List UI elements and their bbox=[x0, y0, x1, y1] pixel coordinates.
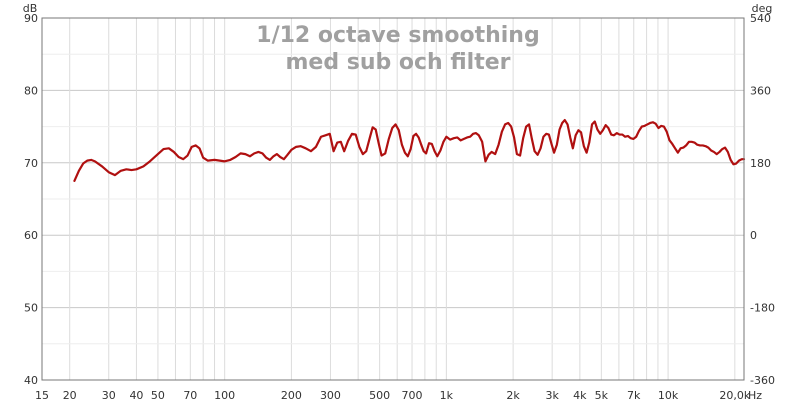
x-tick-label: 500 bbox=[369, 389, 390, 402]
y2-tick-label: -180 bbox=[750, 302, 775, 315]
x-tick-label: 700 bbox=[402, 389, 423, 402]
y-tick-label: 70 bbox=[24, 157, 38, 170]
chart-subtitle: med sub och filter bbox=[285, 50, 510, 75]
chart-title: 1/12 octave smoothing bbox=[256, 23, 539, 48]
x-tick-label: 2k bbox=[506, 389, 520, 402]
x-tick-label: 100 bbox=[214, 389, 235, 402]
x-tick-label: 1k bbox=[440, 389, 454, 402]
x-tick-label: 40 bbox=[129, 389, 143, 402]
x-tick-label: 70 bbox=[183, 389, 197, 402]
x-axis-unit: Hz bbox=[748, 389, 762, 402]
y-tick-label: 40 bbox=[24, 374, 38, 387]
x-tick-label: 20,0k bbox=[719, 389, 750, 402]
series-line-0 bbox=[73, 118, 746, 182]
x-tick-label: 20 bbox=[63, 389, 77, 402]
x-tick-labels: 15 20 30 40 50 70 100 200 300 500 700 1k 2k 3k 4k 5k 7k 1… bbox=[35, 389, 751, 402]
x-tick-label: 15 bbox=[35, 389, 49, 402]
x-tick-label: 10k bbox=[658, 389, 679, 402]
plot-area-border bbox=[41, 17, 745, 381]
x-tick-label: 7k bbox=[627, 389, 641, 402]
x-tick-label: 50 bbox=[151, 389, 165, 402]
y2-tick-label: 180 bbox=[750, 157, 771, 170]
x-tick-label: 30 bbox=[102, 389, 116, 402]
y2-tick-label: 0 bbox=[750, 229, 757, 242]
y-tick-label: 80 bbox=[24, 84, 38, 97]
minor-gridlines bbox=[42, 18, 744, 380]
x-tick-label: 4k bbox=[573, 389, 587, 402]
right-axis-unit: deg bbox=[752, 2, 773, 15]
x-tick-label: 5k bbox=[595, 389, 609, 402]
y-tick-label: 60 bbox=[24, 229, 38, 242]
y-tick-label: 90 bbox=[24, 12, 38, 25]
x-tick-label: 200 bbox=[281, 389, 302, 402]
y2-tick-label: -360 bbox=[750, 374, 775, 387]
series-layer bbox=[73, 118, 746, 182]
left-axis-unit: dB bbox=[23, 2, 38, 15]
y-tick-label: 50 bbox=[24, 302, 38, 315]
x-tick-label: 300 bbox=[320, 389, 341, 402]
y2-tick-label: 540 bbox=[750, 12, 771, 25]
y-tick-labels: 40 50 60 70 80 90 bbox=[24, 12, 38, 387]
x-tick-label: 3k bbox=[545, 389, 559, 402]
y2-tick-label: 360 bbox=[750, 84, 771, 97]
y2-tick-labels: -360 -180 0 180 360 540 bbox=[750, 12, 775, 387]
